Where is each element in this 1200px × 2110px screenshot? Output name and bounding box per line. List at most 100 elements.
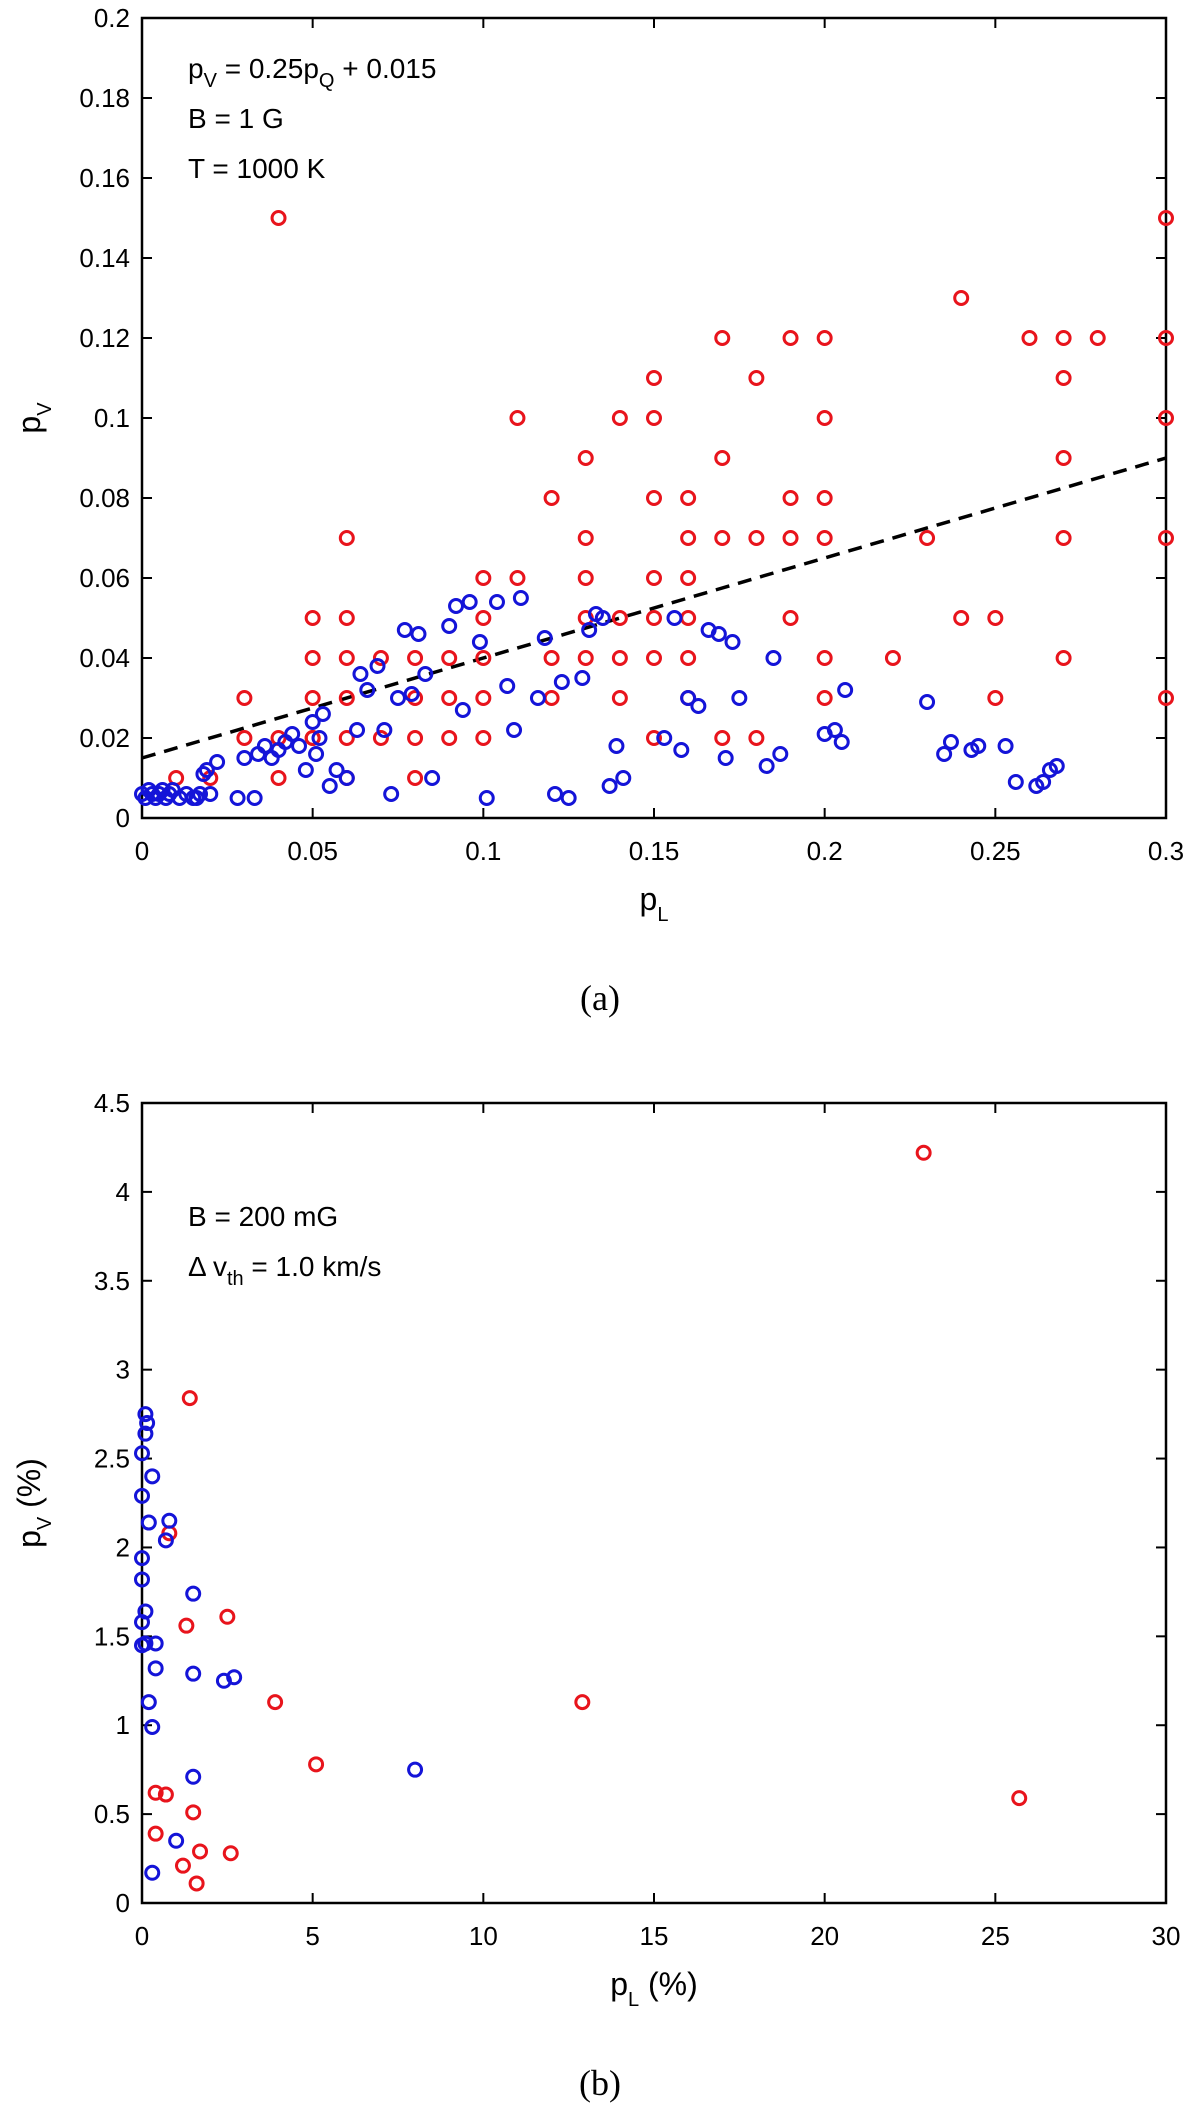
data-point-red xyxy=(181,1390,198,1407)
y-tick-label: 0.12 xyxy=(79,323,130,353)
data-point-blue xyxy=(936,746,953,762)
data-point-blue xyxy=(314,706,331,722)
data-point-red xyxy=(475,730,492,746)
data-point-blue xyxy=(970,738,987,754)
data-point-red xyxy=(987,690,1004,706)
data-point-blue xyxy=(448,598,465,614)
data-point-blue xyxy=(198,762,215,778)
data-point-red xyxy=(236,730,253,746)
data-point-blue xyxy=(284,726,301,742)
data-point-red xyxy=(577,650,594,666)
data-point-red xyxy=(1011,1790,1028,1807)
data-point-blue xyxy=(144,1468,161,1485)
data-point-red xyxy=(611,410,628,426)
data-point-red xyxy=(407,650,424,666)
data-point-red xyxy=(782,610,799,626)
annotation: T = 1000 K xyxy=(188,153,326,184)
data-point-red xyxy=(407,730,424,746)
data-point-red xyxy=(680,570,697,586)
data-point-blue xyxy=(139,1415,156,1431)
data-point-red xyxy=(748,530,765,546)
data-point-red xyxy=(574,1694,591,1711)
data-point-red xyxy=(919,530,936,546)
data-point-red xyxy=(714,730,731,746)
x-axis-label: pL (%) xyxy=(610,1966,698,2011)
data-point-blue xyxy=(717,750,734,766)
y-tick-label: 0.1 xyxy=(94,403,130,433)
data-point-blue xyxy=(338,770,355,786)
data-point-red xyxy=(372,650,389,666)
data-point-blue xyxy=(656,730,673,746)
data-point-blue xyxy=(376,722,393,738)
data-point-red xyxy=(236,690,253,706)
data-point-blue xyxy=(601,778,618,794)
x-axis-label-main: p xyxy=(610,1966,628,2002)
data-point-blue xyxy=(1007,774,1024,790)
data-point-red xyxy=(338,730,355,746)
data-point-blue xyxy=(321,778,338,794)
data-point-red xyxy=(192,1843,209,1860)
data-point-red xyxy=(475,690,492,706)
x-tick-label: 15 xyxy=(640,1921,669,1951)
y-axis-label-main: p xyxy=(11,416,47,434)
y-axis-label-main: p xyxy=(11,1530,47,1548)
data-point-red xyxy=(174,1857,191,1874)
data-point-blue xyxy=(666,610,683,626)
data-point-red xyxy=(782,330,799,346)
data-point-red xyxy=(1158,210,1174,226)
annotation-part: Δ v xyxy=(188,1251,227,1282)
data-point-red xyxy=(714,330,731,346)
data-point-red xyxy=(304,730,321,746)
data-point-blue xyxy=(246,790,263,806)
data-point-blue xyxy=(471,634,488,650)
data-point-blue xyxy=(134,1571,150,1588)
data-point-red xyxy=(270,210,287,226)
data-point-blue xyxy=(772,746,789,762)
data-point-red xyxy=(680,490,697,506)
data-point-blue xyxy=(536,630,553,646)
data-point-red xyxy=(748,370,765,386)
data-point-blue xyxy=(134,1487,150,1504)
y-axis-label: pV xyxy=(11,402,56,434)
x-axis-label-sub: L xyxy=(628,1989,639,2011)
data-point-blue xyxy=(765,650,782,666)
data-point-red xyxy=(816,410,833,426)
y-tick-label: 0.14 xyxy=(79,243,130,273)
data-point-red xyxy=(816,650,833,666)
x-tick-label: 0.3 xyxy=(1148,836,1184,866)
data-point-blue xyxy=(137,1425,154,1442)
y-axis-label: pV (%) xyxy=(11,1458,56,1548)
data-point-blue xyxy=(826,722,843,738)
data-point-blue xyxy=(147,1660,164,1677)
data-point-blue xyxy=(144,1719,161,1735)
data-point-blue xyxy=(499,678,516,694)
data-point-blue xyxy=(140,1514,157,1531)
y-tick-label: 0.08 xyxy=(79,483,130,513)
series-blue xyxy=(134,1406,424,1881)
data-point-blue xyxy=(157,1532,174,1549)
data-point-blue xyxy=(1035,774,1052,790)
data-point-blue xyxy=(710,626,727,642)
data-point-blue xyxy=(311,730,328,746)
data-point-red xyxy=(816,530,833,546)
x-tick-label: 0.05 xyxy=(287,836,338,866)
data-point-blue xyxy=(673,742,690,758)
data-point-red xyxy=(338,650,355,666)
data-point-red xyxy=(1055,370,1072,386)
data-point-red xyxy=(543,490,560,506)
y-tick-label: 1 xyxy=(116,1710,130,1740)
data-point-red xyxy=(338,610,355,626)
series-blue xyxy=(134,590,1065,806)
data-point-red xyxy=(157,1786,174,1803)
y-tick-label: 0.16 xyxy=(79,163,130,193)
data-point-blue xyxy=(215,1672,232,1689)
data-point-red xyxy=(1055,330,1072,346)
data-point-blue xyxy=(137,1406,154,1423)
data-point-blue xyxy=(424,770,441,786)
annotation-part: + 0.015 xyxy=(334,53,436,84)
y-tick-label: 3 xyxy=(116,1355,130,1385)
data-point-red xyxy=(1158,410,1174,426)
data-point-blue xyxy=(140,1694,157,1711)
data-point-blue xyxy=(1048,758,1065,774)
annotation-part: p xyxy=(188,53,204,84)
